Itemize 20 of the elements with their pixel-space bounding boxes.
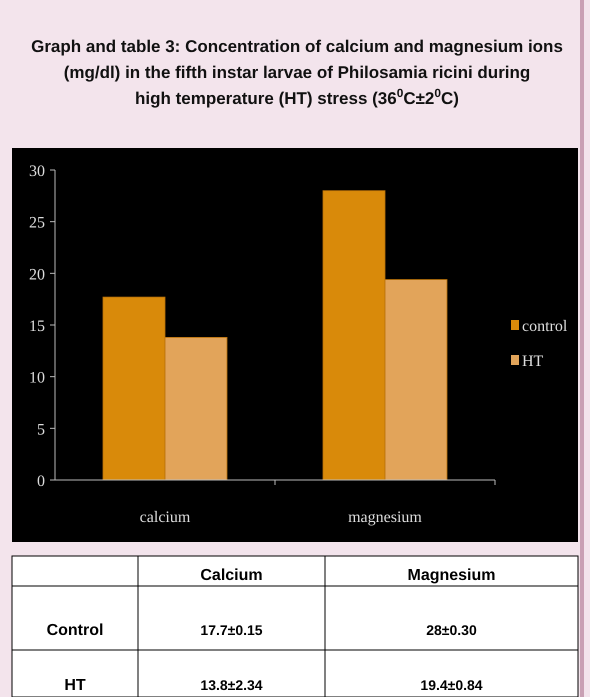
y-tick-label: 20 (29, 266, 45, 284)
text: Control (46, 622, 104, 639)
data-label: 19.4±0.84 (420, 677, 483, 693)
y-tick-label: 30 (29, 163, 45, 180)
legend-label: HT (522, 353, 544, 370)
data-label: 17.7±0.15 (200, 622, 263, 638)
y-tick-label: 0 (37, 473, 45, 490)
x-tick-label: calcium (140, 509, 191, 526)
y-tick-label: 25 (29, 214, 45, 232)
chart-title: Graph and table 3: Concentration of calcium and magnesium ions (mg/dl) in the fifth instar larvae of Philosamia ricini during high temperature (HT) stress (36$^{0}$C±2$^{0}$C) (31, 37, 563, 108)
data-label: 28±0.30 (426, 622, 477, 638)
text: Magnesium (407, 567, 496, 584)
text: Calcium (200, 567, 263, 584)
data-label: 13.8±2.34 (200, 677, 263, 693)
y-tick-label: 15 (29, 318, 45, 335)
legend-label: control (522, 318, 568, 335)
text: HT (64, 677, 86, 694)
y-tick-label: 10 (29, 370, 45, 387)
x-tick-label: magnesium (348, 509, 422, 526)
y-tick-label: 5 (37, 421, 45, 438)
